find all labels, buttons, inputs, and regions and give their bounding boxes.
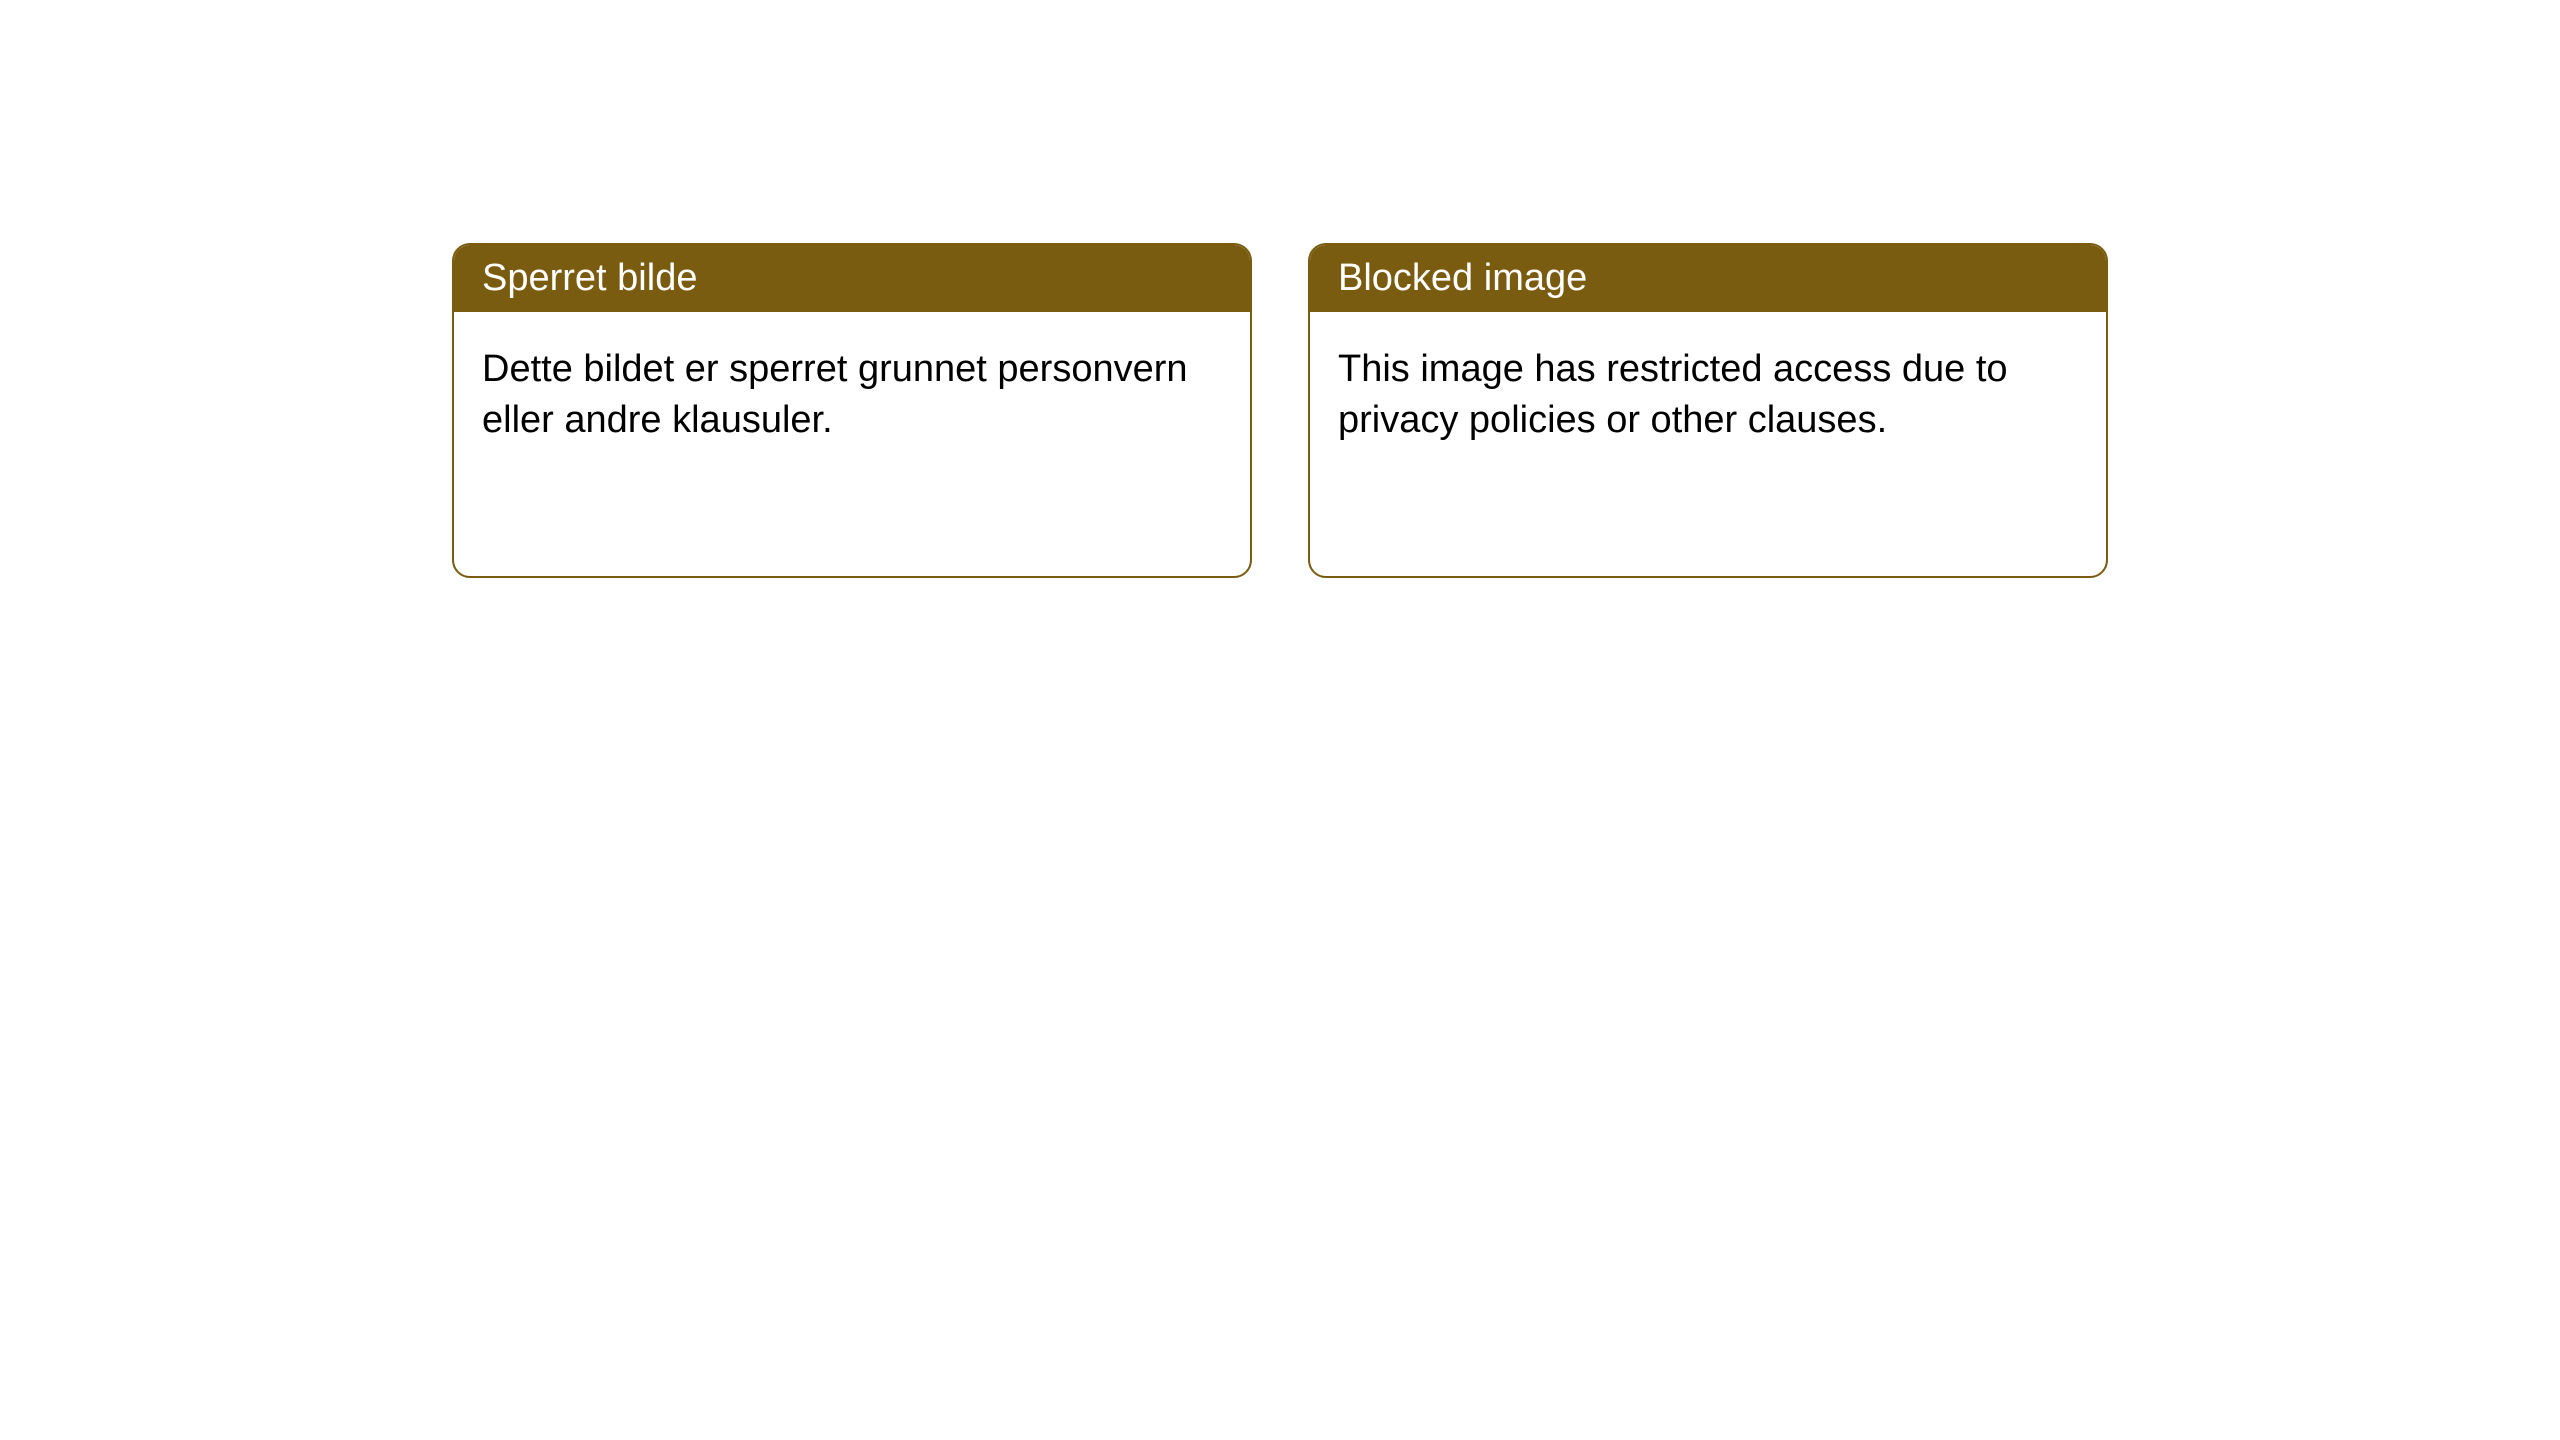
- card-body-text: This image has restricted access due to …: [1338, 348, 2008, 441]
- notice-cards-container: Sperret bilde Dette bildet er sperret gr…: [452, 243, 2108, 578]
- card-body: Dette bildet er sperret grunnet personve…: [454, 312, 1250, 479]
- notice-card-english: Blocked image This image has restricted …: [1308, 243, 2108, 578]
- card-header: Sperret bilde: [454, 245, 1250, 312]
- card-title: Sperret bilde: [482, 257, 697, 299]
- notice-card-norwegian: Sperret bilde Dette bildet er sperret gr…: [452, 243, 1252, 578]
- card-body: This image has restricted access due to …: [1310, 312, 2106, 479]
- card-title: Blocked image: [1338, 257, 1587, 299]
- card-body-text: Dette bildet er sperret grunnet personve…: [482, 348, 1188, 441]
- card-header: Blocked image: [1310, 245, 2106, 312]
